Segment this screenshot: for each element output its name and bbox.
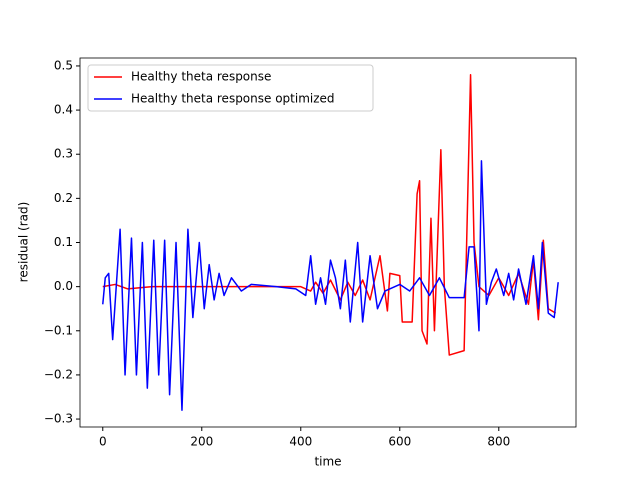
data-line — [102, 160, 559, 411]
y-tick-label: 0.5 — [54, 58, 73, 72]
y-tick-label: −0.1 — [44, 323, 73, 337]
y-tick-label: 0.2 — [54, 191, 73, 205]
x-tick-label: 200 — [190, 435, 213, 449]
plot-frame — [79, 57, 577, 428]
x-tick-label: 0 — [99, 435, 107, 449]
x-axis-label: time — [314, 455, 341, 469]
y-tick-label: −0.3 — [44, 412, 73, 426]
legend-label: Healthy theta response — [131, 70, 271, 84]
y-axis-label: residual (rad) — [17, 202, 31, 283]
y-tick-label: 0.4 — [54, 103, 73, 117]
legend: Healthy theta response Healthy theta resp… — [87, 64, 374, 112]
x-tick-label: 800 — [487, 435, 510, 449]
legend-label: Healthy theta response optimized — [131, 92, 335, 106]
y-tick-label: 0.0 — [54, 279, 73, 293]
data-line — [102, 74, 557, 356]
x-tick-label: 600 — [388, 435, 411, 449]
y-tick-label: 0.3 — [54, 147, 73, 161]
y-tick-label: 0.1 — [54, 235, 73, 249]
y-tick-label: −0.2 — [44, 367, 73, 381]
legend-box — [87, 64, 374, 112]
x-tick-label: 400 — [289, 435, 312, 449]
